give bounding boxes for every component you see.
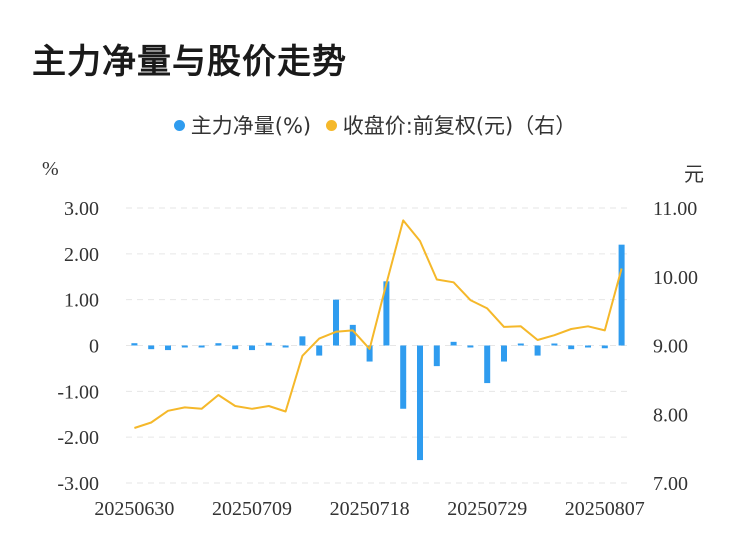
legend: 主力净量(%) 收盘价:前复权(元)（右） — [0, 110, 750, 140]
left-axis-tick-label: -2.00 — [57, 427, 99, 449]
bar — [165, 345, 171, 351]
bar — [400, 345, 407, 409]
price-line — [134, 219, 623, 429]
x-axis-tick-label: 20250718 — [330, 498, 410, 520]
left-axis-unit: % — [42, 158, 59, 180]
legend-line-dot-icon — [325, 119, 337, 131]
bar — [383, 281, 390, 346]
bar — [215, 343, 222, 346]
legend-bar-label: 主力净量(%) — [190, 114, 312, 138]
legend-bar-dot-icon — [173, 119, 185, 131]
bar — [282, 345, 289, 348]
bar — [249, 345, 255, 351]
bar — [232, 345, 239, 350]
bar — [333, 299, 339, 346]
bar — [417, 345, 423, 461]
left-axis-tick-label: -1.00 — [57, 381, 99, 403]
bar — [568, 345, 575, 350]
right-axis-unit: 元 — [684, 162, 704, 186]
left-axis-tick-label: 2.00 — [64, 244, 99, 266]
bar — [433, 345, 440, 367]
legend-item-line[interactable]: 收盘价:前复权(元)（右） — [325, 110, 577, 140]
right-axis-tick-label: 7.00 — [653, 473, 688, 495]
right-axis-tick-labels: 7.00 8.00 9.00 10.00 11.00 — [653, 198, 698, 495]
bar — [299, 336, 306, 346]
bar — [198, 345, 205, 348]
bar — [551, 343, 558, 346]
line-series — [134, 219, 623, 429]
bar — [484, 345, 491, 384]
left-axis-tick-label: 0 — [89, 336, 99, 358]
right-axis-tick-label: 8.00 — [653, 404, 688, 426]
left-axis-tick-label: -3.00 — [57, 473, 99, 495]
bar — [131, 343, 138, 346]
chart-title: 主力净量与股价走势 — [32, 42, 347, 82]
bar — [349, 324, 356, 346]
left-axis-tick-label: 1.00 — [64, 290, 99, 312]
x-axis-tick-label: 20250630 — [94, 498, 174, 520]
bar — [366, 345, 373, 362]
x-axis-tick-label: 20250807 — [565, 498, 645, 520]
x-axis-tick-labels: 20250630 20250709 20250718 20250729 20250807 — [94, 498, 644, 520]
right-axis-tick-label: 11.00 — [653, 198, 697, 220]
bar — [501, 345, 507, 362]
legend-item-bar[interactable]: 主力净量(%) — [173, 110, 312, 140]
bar — [450, 341, 457, 346]
bar — [148, 345, 155, 350]
bar — [585, 345, 591, 348]
bar — [601, 345, 608, 349]
left-axis-tick-label: 3.00 — [64, 198, 99, 220]
bar — [467, 345, 474, 348]
bar — [517, 343, 524, 346]
bar — [618, 244, 625, 346]
right-axis-tick-label: 10.00 — [653, 267, 698, 289]
x-axis-tick-label: 20250709 — [212, 498, 292, 520]
x-axis-tick-label: 20250729 — [447, 498, 527, 520]
left-axis-tick-labels: -3.00 -2.00 -1.00 0 1.00 2.00 3.00 — [57, 198, 99, 495]
bar-series — [131, 244, 625, 461]
grid-lines — [126, 207, 630, 484]
bar — [534, 345, 541, 356]
bar — [316, 345, 323, 356]
bar — [181, 345, 188, 348]
legend-line-label: 收盘价:前复权(元)（右） — [342, 114, 577, 138]
bar — [265, 342, 272, 346]
right-axis-tick-label: 9.00 — [653, 336, 688, 358]
